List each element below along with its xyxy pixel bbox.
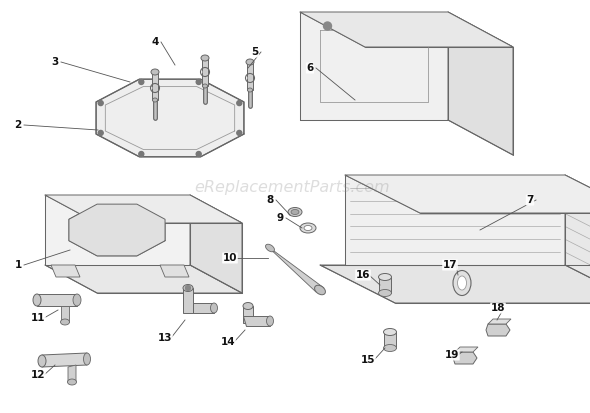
- Polygon shape: [266, 245, 324, 292]
- Ellipse shape: [183, 285, 193, 292]
- Circle shape: [196, 79, 201, 85]
- Text: 9: 9: [277, 213, 284, 223]
- Polygon shape: [152, 72, 158, 100]
- Text: 5: 5: [251, 47, 258, 57]
- Text: 11: 11: [31, 313, 45, 323]
- Circle shape: [202, 69, 208, 74]
- Ellipse shape: [267, 316, 274, 326]
- Polygon shape: [68, 365, 76, 382]
- Polygon shape: [448, 12, 513, 155]
- Polygon shape: [160, 265, 189, 277]
- Ellipse shape: [211, 303, 218, 313]
- Circle shape: [139, 79, 144, 85]
- Polygon shape: [37, 294, 77, 306]
- Ellipse shape: [457, 276, 467, 290]
- Polygon shape: [455, 347, 478, 352]
- Text: 2: 2: [14, 120, 22, 130]
- Polygon shape: [190, 195, 242, 293]
- Circle shape: [323, 22, 332, 30]
- Ellipse shape: [314, 285, 326, 295]
- Text: 3: 3: [51, 57, 58, 67]
- Ellipse shape: [266, 244, 274, 252]
- Polygon shape: [243, 306, 253, 323]
- Text: 16: 16: [356, 270, 371, 280]
- Ellipse shape: [202, 84, 208, 88]
- Text: 18: 18: [491, 303, 505, 313]
- Polygon shape: [45, 195, 242, 223]
- Circle shape: [139, 152, 144, 157]
- Polygon shape: [42, 353, 87, 367]
- Ellipse shape: [288, 207, 302, 216]
- Text: 6: 6: [306, 63, 314, 73]
- Ellipse shape: [384, 328, 396, 335]
- Circle shape: [55, 253, 59, 257]
- Polygon shape: [345, 175, 590, 213]
- Circle shape: [237, 101, 242, 106]
- Ellipse shape: [379, 290, 392, 297]
- Circle shape: [176, 203, 180, 207]
- Ellipse shape: [243, 302, 253, 309]
- Polygon shape: [69, 204, 165, 256]
- Circle shape: [185, 285, 191, 290]
- Circle shape: [98, 131, 103, 135]
- Text: 19: 19: [445, 350, 459, 360]
- Polygon shape: [488, 319, 511, 324]
- Polygon shape: [453, 352, 477, 364]
- Polygon shape: [486, 324, 510, 336]
- Polygon shape: [243, 316, 270, 326]
- Ellipse shape: [38, 355, 46, 367]
- Ellipse shape: [246, 59, 254, 65]
- Polygon shape: [320, 265, 590, 303]
- Text: 12: 12: [31, 370, 45, 380]
- Ellipse shape: [84, 353, 90, 365]
- Text: 4: 4: [151, 37, 159, 47]
- Polygon shape: [565, 175, 590, 303]
- Polygon shape: [300, 12, 448, 120]
- Circle shape: [196, 152, 201, 157]
- Polygon shape: [345, 175, 565, 265]
- Ellipse shape: [61, 319, 70, 325]
- Polygon shape: [300, 12, 513, 47]
- Text: 1: 1: [14, 260, 22, 270]
- Ellipse shape: [379, 273, 392, 280]
- Circle shape: [176, 253, 180, 257]
- Polygon shape: [193, 303, 214, 313]
- Ellipse shape: [201, 55, 209, 61]
- Ellipse shape: [300, 223, 316, 233]
- Polygon shape: [183, 288, 193, 313]
- Ellipse shape: [73, 294, 81, 306]
- Circle shape: [247, 76, 253, 81]
- Text: eReplacementParts.com: eReplacementParts.com: [194, 180, 390, 195]
- Ellipse shape: [151, 69, 159, 75]
- Polygon shape: [379, 277, 391, 293]
- Polygon shape: [45, 265, 242, 293]
- Polygon shape: [51, 265, 80, 277]
- Polygon shape: [61, 306, 69, 322]
- Text: 14: 14: [221, 337, 235, 347]
- Circle shape: [237, 131, 242, 135]
- Circle shape: [55, 203, 59, 207]
- Polygon shape: [202, 58, 208, 86]
- Text: 7: 7: [526, 195, 534, 205]
- Polygon shape: [247, 62, 253, 90]
- Ellipse shape: [33, 294, 41, 306]
- Text: 10: 10: [223, 253, 237, 263]
- Text: 15: 15: [360, 355, 375, 365]
- Polygon shape: [45, 195, 190, 265]
- Circle shape: [98, 101, 103, 106]
- Ellipse shape: [67, 379, 77, 385]
- Text: 17: 17: [442, 260, 457, 270]
- Ellipse shape: [152, 98, 158, 102]
- Circle shape: [152, 85, 158, 90]
- Ellipse shape: [384, 344, 396, 351]
- Ellipse shape: [453, 271, 471, 295]
- Ellipse shape: [247, 88, 253, 92]
- Ellipse shape: [291, 209, 299, 214]
- Text: 8: 8: [266, 195, 274, 205]
- Ellipse shape: [304, 225, 312, 230]
- Text: 13: 13: [158, 333, 172, 343]
- Polygon shape: [384, 332, 396, 348]
- Polygon shape: [96, 79, 244, 157]
